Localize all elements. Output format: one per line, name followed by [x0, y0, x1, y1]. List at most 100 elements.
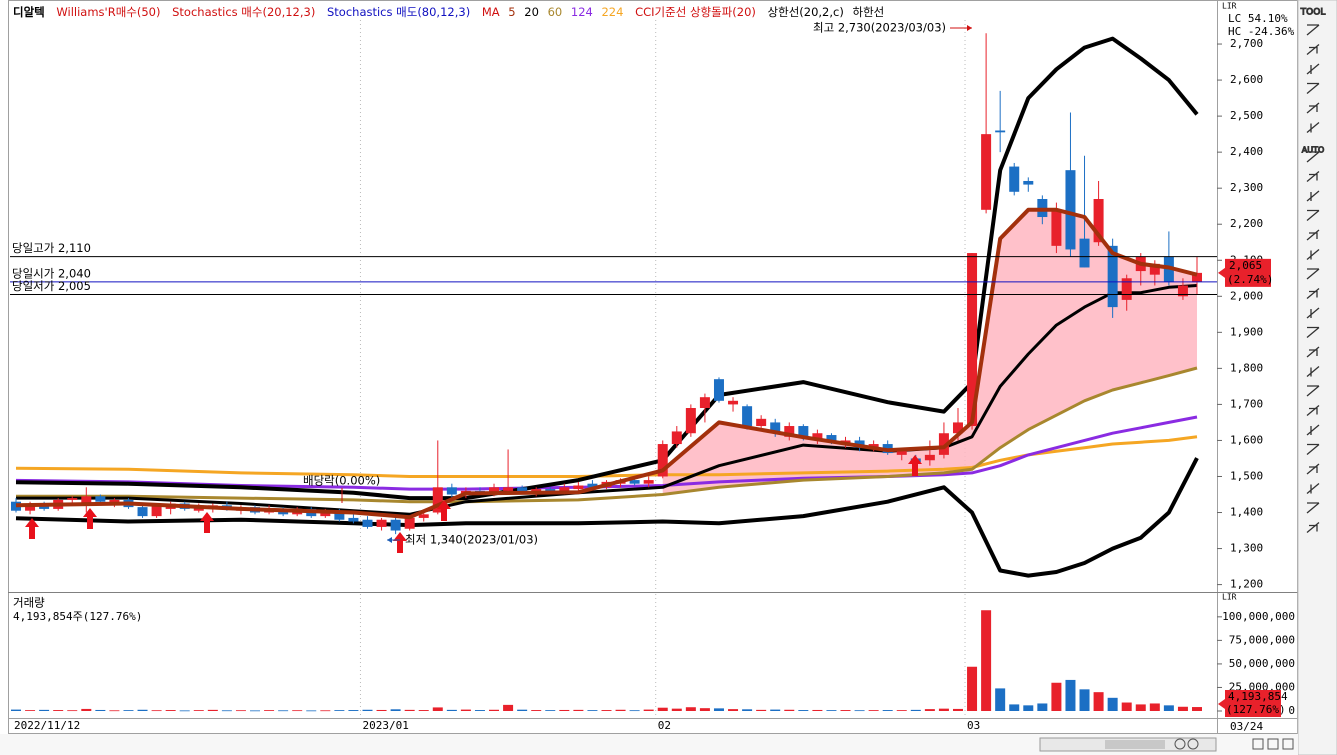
volume-bar	[1037, 703, 1048, 711]
candle-body	[896, 449, 907, 455]
volume-bar	[1177, 706, 1188, 711]
volume-bar	[517, 709, 528, 711]
tool-button[interactable]	[1306, 171, 1320, 183]
volume-bar	[362, 709, 373, 711]
scale-box: LIR	[1222, 593, 1237, 602]
zoom-in-button[interactable]	[1187, 738, 1199, 750]
legend-entry: 5	[508, 5, 515, 19]
indicator: CCI기준선 상향돌파(20)	[635, 5, 756, 19]
price-pointer	[1218, 267, 1225, 278]
volume-bar	[348, 710, 359, 711]
settings-button[interactable]	[1252, 738, 1264, 750]
layout-button[interactable]	[1267, 738, 1279, 750]
tool-icon	[1306, 424, 1320, 436]
volume-bar	[615, 709, 626, 711]
volume-bar	[11, 709, 21, 711]
candle-body	[446, 487, 457, 495]
volume-bar	[292, 710, 303, 712]
tool-button[interactable]	[1306, 229, 1320, 241]
volume-bar	[418, 710, 429, 711]
tool-button[interactable]	[1306, 209, 1320, 222]
tool-button[interactable]	[1306, 424, 1320, 436]
candle-body	[587, 483, 598, 488]
volume-bar	[629, 710, 640, 712]
signal-arrow	[393, 532, 407, 553]
x-tick-label: 2022/11/12	[14, 719, 80, 732]
candle-body	[643, 480, 654, 484]
toolbar	[1297, 0, 1337, 755]
tool-button[interactable]	[1306, 326, 1320, 339]
symbol: 디알텍	[13, 5, 45, 19]
tool-button[interactable]	[1306, 268, 1320, 280]
tool-icon	[1306, 190, 1320, 202]
tool-button[interactable]	[1306, 385, 1320, 397]
tool-icon	[1306, 463, 1320, 475]
candle-body	[1023, 180, 1034, 185]
volume-bar	[854, 710, 865, 712]
tool-icon	[1306, 522, 1320, 533]
tool-button[interactable]	[1306, 249, 1320, 261]
y-tick-label: 1,300	[1230, 542, 1263, 555]
tool-icon	[1306, 443, 1320, 455]
volume-bar	[699, 708, 710, 711]
tool-icon	[1306, 82, 1320, 94]
indicator: Stochastics 매수(20,12,3)	[172, 5, 315, 19]
reference-label: 당일고가 2,110	[12, 241, 91, 255]
tool-button[interactable]	[1306, 102, 1320, 114]
candle-body	[348, 517, 359, 522]
tool-button[interactable]	[1306, 24, 1320, 36]
toolbar-icons: TOOL AUTO	[1299, 7, 1326, 155]
window-button[interactable]	[1282, 738, 1294, 750]
volume-bar	[67, 710, 78, 712]
y-tick-label: 1,600	[1230, 433, 1263, 446]
tool-button[interactable]	[1306, 82, 1320, 95]
range-label: LC 54.10%	[1228, 12, 1288, 25]
tool-icon	[1306, 122, 1320, 133]
volume-bar	[1163, 705, 1174, 711]
tool-button[interactable]	[1306, 405, 1320, 417]
volume-bar	[334, 710, 345, 711]
tool-button[interactable]	[1306, 463, 1320, 475]
volume-bar	[924, 709, 935, 711]
volume-bar	[1135, 704, 1146, 711]
tool-button[interactable]	[1306, 366, 1320, 378]
tool-button[interactable]	[1306, 502, 1320, 514]
y-tick-label: 50,000,000	[1229, 657, 1295, 670]
volume-bar	[657, 707, 668, 711]
candle-body	[545, 489, 556, 491]
indicator-line	[15, 435, 1198, 478]
tool-button[interactable]	[1306, 122, 1320, 134]
y-tick-label: 100,000,000	[1222, 610, 1295, 623]
candle-body	[784, 426, 795, 437]
tool-button[interactable]	[1306, 63, 1320, 75]
tool-button[interactable]	[1306, 151, 1320, 163]
tool-button[interactable]	[1306, 483, 1320, 495]
volume-bar	[952, 708, 963, 711]
volume-bar	[573, 709, 584, 711]
tool-button[interactable]	[1306, 307, 1320, 319]
scroll-thumb[interactable]	[1105, 740, 1165, 749]
volume-bar	[390, 709, 401, 711]
y-tick-label: 1,800	[1230, 361, 1263, 374]
volume-bar	[446, 709, 457, 711]
tool-button[interactable]	[1306, 443, 1320, 456]
tool-button[interactable]	[1306, 522, 1320, 534]
tool-button[interactable]	[1306, 190, 1320, 202]
candle-body	[432, 487, 443, 513]
tool-icon	[1306, 385, 1320, 397]
legend-entry: 하한선	[852, 5, 884, 19]
candle-body	[137, 507, 148, 517]
volume-bar	[882, 710, 893, 711]
volume-box	[1225, 690, 1281, 717]
volume-bar	[460, 709, 471, 711]
tool-button[interactable]	[1306, 44, 1320, 56]
legend-entry: 20	[524, 5, 539, 19]
toolbar-label: TOOL	[1300, 8, 1326, 18]
zoom-out-button[interactable]	[1174, 738, 1186, 750]
volume-bar	[1051, 682, 1062, 711]
tool-button[interactable]	[1306, 288, 1320, 300]
candle-body	[671, 431, 682, 445]
tool-button[interactable]	[1306, 346, 1320, 358]
volume-bar	[770, 709, 781, 711]
